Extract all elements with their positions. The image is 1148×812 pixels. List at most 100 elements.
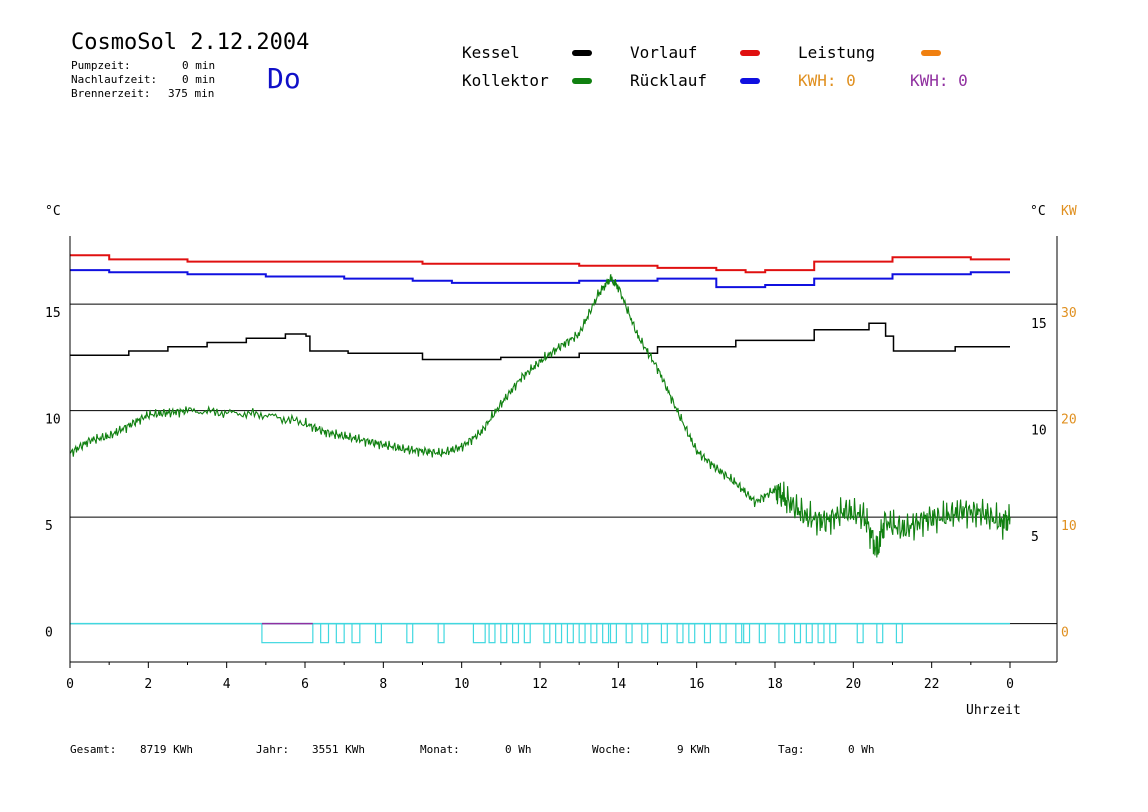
burner-interval <box>351 623 361 644</box>
footer-jahr-label: Jahr: <box>256 743 290 756</box>
weekday-label: Do <box>267 62 301 95</box>
burner-interval <box>660 623 668 644</box>
stat-nachlaufzeit-value: 0 min <box>182 73 216 86</box>
legend-kessel-label: Kessel <box>462 43 520 62</box>
legend-kwh-orange: KWH: 0 <box>798 71 856 90</box>
right-axis-unit-c: °C <box>1030 204 1046 219</box>
burner-interval <box>703 623 711 644</box>
burner-interval <box>625 623 633 644</box>
burner-interval <box>817 623 825 644</box>
burner-interval <box>523 623 531 644</box>
stat-brennerzeit-label: Brennerzeit: <box>71 87 151 100</box>
x-tick-label: 22 <box>924 677 940 692</box>
x-tick-label: 12 <box>532 677 548 692</box>
burner-interval <box>895 623 903 644</box>
y-right-kw-tick-label: 0 <box>1061 626 1069 641</box>
y-left-tick-label: 5 <box>45 519 53 534</box>
y-right-kw-tick-label: 10 <box>1061 519 1077 534</box>
burner-interval <box>735 623 743 644</box>
burner-interval <box>758 623 766 644</box>
legend-vorlauf-swatch <box>740 50 760 56</box>
y-right-kw-tick-label: 30 <box>1061 306 1077 321</box>
footer-jahr-value: 3551 KWh <box>312 743 365 756</box>
x-tick-label: 20 <box>846 677 862 692</box>
legend-ruecklauf-swatch <box>740 78 760 84</box>
y-left-tick-label: 10 <box>45 413 61 428</box>
burner-interval <box>793 623 802 644</box>
burner-interval <box>320 623 330 644</box>
footer-monat-label: Monat: <box>420 743 460 756</box>
legend-leistung-swatch <box>921 50 941 56</box>
x-tick-label: 16 <box>689 677 705 692</box>
burner-interval <box>805 623 813 644</box>
burner-interval <box>374 623 382 644</box>
x-tick-label: 6 <box>301 677 309 692</box>
burner-interval <box>876 623 884 644</box>
right-axis-unit-kw: KW <box>1061 204 1077 219</box>
burner-interval <box>261 623 314 644</box>
burner-interval <box>829 623 837 644</box>
footer-tag-value: 0 Wh <box>848 743 875 756</box>
burner-interval <box>719 623 727 644</box>
legend-kollektor-swatch <box>572 78 592 84</box>
y-right-c-tick-label: 5 <box>1031 530 1039 545</box>
burner-interval <box>406 623 414 644</box>
legend-ruecklauf-label: Rücklauf <box>630 71 708 90</box>
burner-interval <box>488 623 496 644</box>
burner-interval <box>566 623 574 644</box>
burner-interval <box>500 623 508 644</box>
footer-tag-label: Tag: <box>778 743 805 756</box>
series-line-kessel <box>70 322 1010 361</box>
legend-leistung-label: Leistung <box>798 43 876 62</box>
legend-vorlauf-label: Vorlauf <box>630 43 698 62</box>
stat-pumpzeit-label: Pumpzeit: <box>71 59 131 72</box>
x-tick-label: 0 <box>66 677 74 692</box>
x-tick-label: 18 <box>767 677 783 692</box>
burner-interval <box>778 623 786 644</box>
left-axis-unit: °C <box>45 204 61 219</box>
x-tick-label: 14 <box>611 677 627 692</box>
y-left-tick-label: 15 <box>45 306 61 321</box>
series-line-kollektor <box>69 274 1011 558</box>
burner-interval <box>578 623 586 644</box>
burner-interval <box>856 623 864 644</box>
burner-interval <box>335 623 345 644</box>
x-tick-label: 8 <box>379 677 387 692</box>
y-left-tick-label: 0 <box>45 626 53 641</box>
x-tick-label: 2 <box>144 677 152 692</box>
y-right-c-tick-label: 15 <box>1031 317 1047 332</box>
burner-interval <box>602 623 610 644</box>
burner-interval <box>511 623 520 644</box>
stat-nachlaufzeit-label: Nachlaufzeit: <box>71 73 158 86</box>
x-tick-label: 10 <box>454 677 470 692</box>
burner-interval <box>743 623 751 644</box>
x-tick-label: 0 <box>1006 677 1014 692</box>
legend-kollektor-label: Kollektor <box>462 71 549 90</box>
stat-pumpzeit-value: 0 min <box>182 59 216 72</box>
burner-interval <box>555 623 563 644</box>
footer-gesamt-value: 8719 KWh <box>140 743 193 756</box>
burner-interval <box>437 623 445 644</box>
stat-brennerzeit-value: 375 min <box>168 87 215 100</box>
legend-kwh-purple: KWH: 0 <box>910 71 968 90</box>
burner-interval <box>590 623 598 644</box>
y-right-kw-tick-label: 20 <box>1061 413 1077 428</box>
burner-interval <box>641 623 649 644</box>
x-tick-label: 4 <box>223 677 231 692</box>
footer-monat-value: 0 Wh <box>505 743 532 756</box>
burner-interval <box>472 623 486 644</box>
y-right-c-tick-label: 10 <box>1031 424 1047 439</box>
burner-interval <box>609 623 617 644</box>
page-title: CosmoSol 2.12.2004 <box>71 30 310 55</box>
series-line-ruecklauf <box>70 269 1010 289</box>
burner-interval <box>676 623 684 644</box>
footer-woche-value: 9 KWh <box>677 743 711 756</box>
x-axis-unit: Uhrzeit <box>966 703 1021 718</box>
series-line-vorlauf <box>70 254 1010 274</box>
footer-woche-label: Woche: <box>592 743 632 756</box>
burner-interval <box>688 623 696 644</box>
footer-gesamt-label: Gesamt: <box>70 743 117 756</box>
burner-interval <box>543 623 551 644</box>
legend-kessel-swatch <box>572 50 592 56</box>
